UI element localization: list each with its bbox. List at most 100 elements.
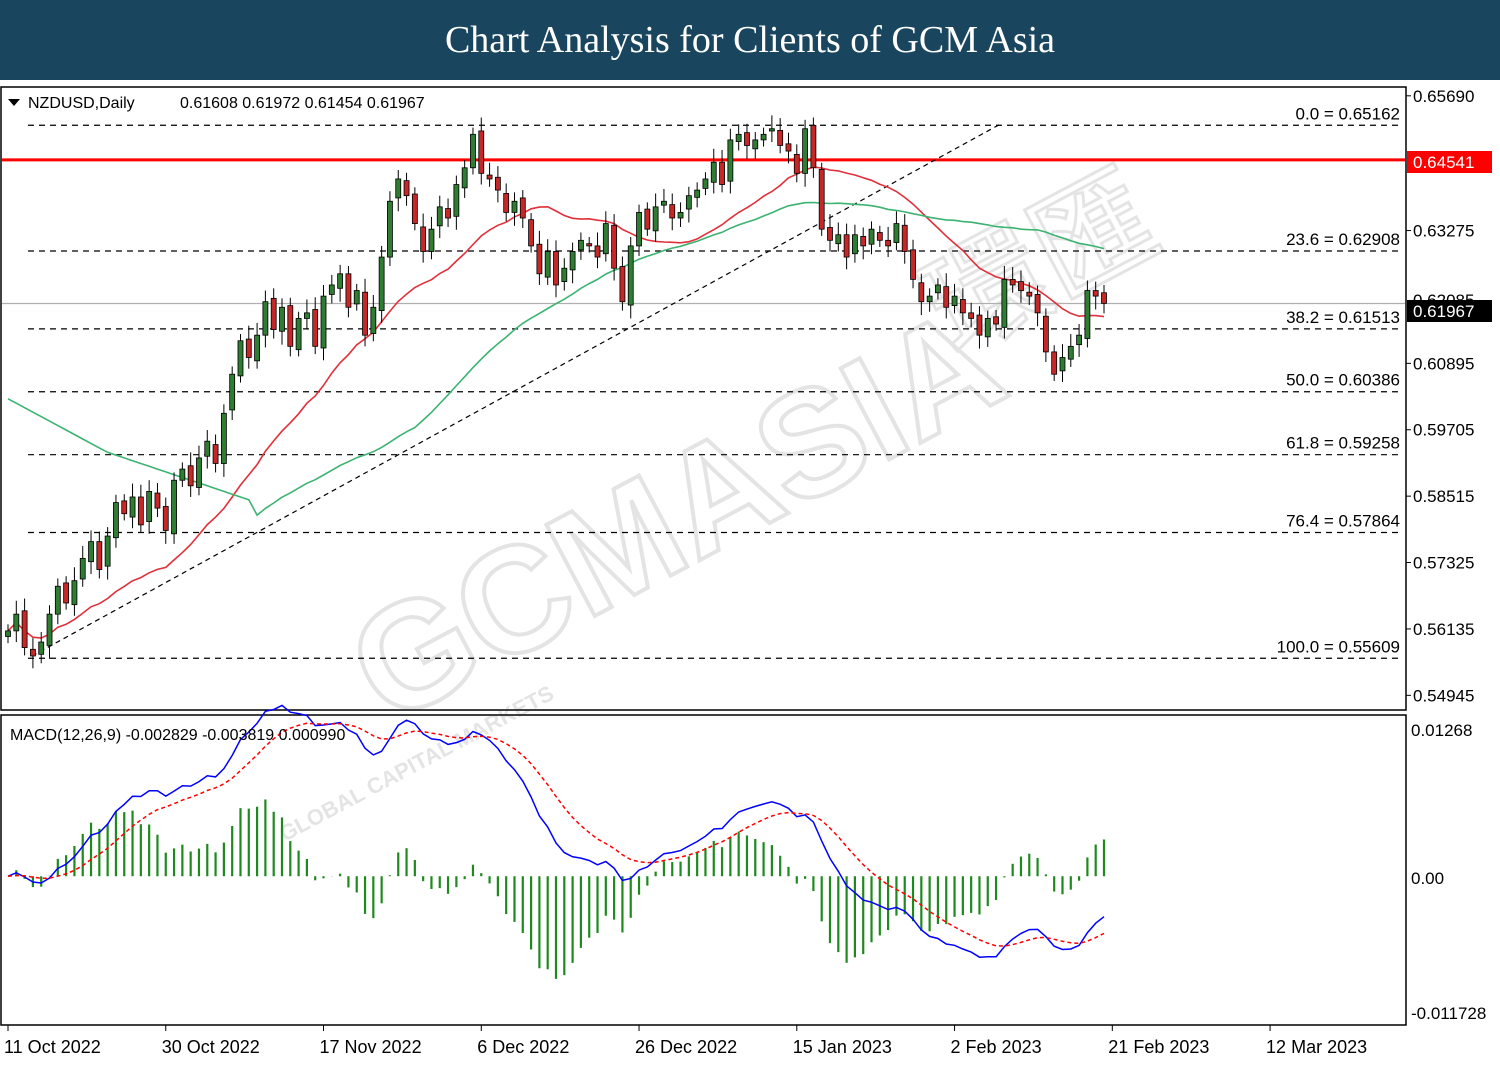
candle <box>710 148 717 194</box>
candle <box>918 273 925 316</box>
candle <box>569 242 576 284</box>
candle <box>328 274 335 304</box>
candle-bear <box>968 312 975 319</box>
candle-bull <box>179 468 186 481</box>
macd-tick-bottom: -0.011728 <box>1411 1004 1486 1023</box>
candle-bull <box>378 256 385 312</box>
macd-tick-top: 0.01268 <box>1411 721 1472 740</box>
date-label: 2 Feb 2023 <box>951 1037 1042 1057</box>
collapse-triangle-icon[interactable] <box>8 99 20 106</box>
candle <box>901 214 908 264</box>
candle <box>337 264 344 302</box>
candle <box>229 366 236 420</box>
candle <box>179 462 186 487</box>
candle <box>910 239 916 289</box>
candle-bull <box>710 161 717 183</box>
candle-bull <box>104 535 111 567</box>
candle-bear <box>860 236 867 247</box>
candle-bull <box>113 502 119 539</box>
candle-bear <box>486 174 493 180</box>
fib-label: 61.8 = 0.59258 <box>1286 434 1400 453</box>
date-label: 26 Dec 2022 <box>635 1037 737 1057</box>
candle-bear <box>345 273 352 308</box>
candle <box>843 223 850 270</box>
fib-label: 38.2 = 0.61513 <box>1286 308 1400 327</box>
candle <box>1059 344 1066 383</box>
symbol-label: NZDUSD,Daily <box>28 95 135 112</box>
resistance-badge <box>1407 151 1492 173</box>
candle <box>478 117 485 185</box>
candle-bull <box>578 239 584 251</box>
candle-bull <box>1067 345 1074 360</box>
candle-bull <box>237 340 244 377</box>
candle-bull <box>436 206 443 227</box>
candle-bear <box>1042 315 1049 353</box>
candle-bear <box>212 444 219 464</box>
candle <box>71 567 78 616</box>
candle <box>959 288 966 326</box>
candle <box>30 638 36 669</box>
candle-bull <box>685 195 692 210</box>
candle <box>395 170 402 212</box>
candle-bull <box>802 128 808 174</box>
candle <box>553 240 559 298</box>
candle <box>1067 334 1074 367</box>
candle <box>951 283 958 314</box>
last-price-badge-label: 0.61967 <box>1413 302 1474 321</box>
date-label: 21 Feb 2023 <box>1108 1037 1209 1057</box>
candle-bear <box>245 338 252 358</box>
candle-bull <box>229 373 236 411</box>
candle <box>984 310 991 347</box>
fib-label: 0.0 = 0.65162 <box>1296 104 1400 123</box>
candle-bull <box>88 541 94 563</box>
candle <box>411 187 418 231</box>
candle-bull <box>370 306 377 334</box>
candle-bull <box>387 200 393 258</box>
candle <box>79 546 86 587</box>
candle <box>528 212 534 253</box>
candle <box>926 288 933 312</box>
candle <box>544 239 551 285</box>
candle-bear <box>30 648 36 657</box>
candle <box>1034 285 1041 327</box>
candle <box>752 132 759 159</box>
candle-bear <box>810 124 817 169</box>
trendline <box>31 123 1001 657</box>
candle <box>54 578 61 625</box>
candle-bear <box>827 227 833 241</box>
candle-bull <box>38 641 45 655</box>
candle-bear <box>910 249 916 280</box>
candle-bear <box>536 243 543 275</box>
candle-bull <box>694 189 701 198</box>
candle <box>885 226 892 258</box>
candle <box>38 632 45 664</box>
candle <box>702 172 709 196</box>
candle <box>719 149 725 193</box>
candle <box>420 213 427 263</box>
candle <box>652 193 659 242</box>
date-label: 11 Oct 2022 <box>4 1037 101 1057</box>
candle <box>345 265 352 318</box>
candle <box>254 322 260 369</box>
candle <box>968 302 975 328</box>
candle-bull <box>337 273 344 289</box>
candle <box>453 175 460 230</box>
candle <box>204 430 211 469</box>
candle <box>760 127 767 147</box>
candle-bear <box>154 492 161 509</box>
candle <box>785 132 792 164</box>
date-label: 17 Nov 2022 <box>320 1037 422 1057</box>
candle-bull <box>461 167 468 189</box>
candle-bull <box>561 267 568 283</box>
candle-bear <box>528 219 534 247</box>
candle <box>196 445 202 496</box>
candle-bear <box>843 234 850 258</box>
candle <box>677 202 684 227</box>
candle-bear <box>818 169 825 230</box>
candle-bull <box>835 234 842 245</box>
candle <box>403 172 410 206</box>
candle <box>735 124 742 151</box>
candle <box>943 273 950 319</box>
candle <box>96 531 103 579</box>
candle-bull <box>13 613 20 632</box>
